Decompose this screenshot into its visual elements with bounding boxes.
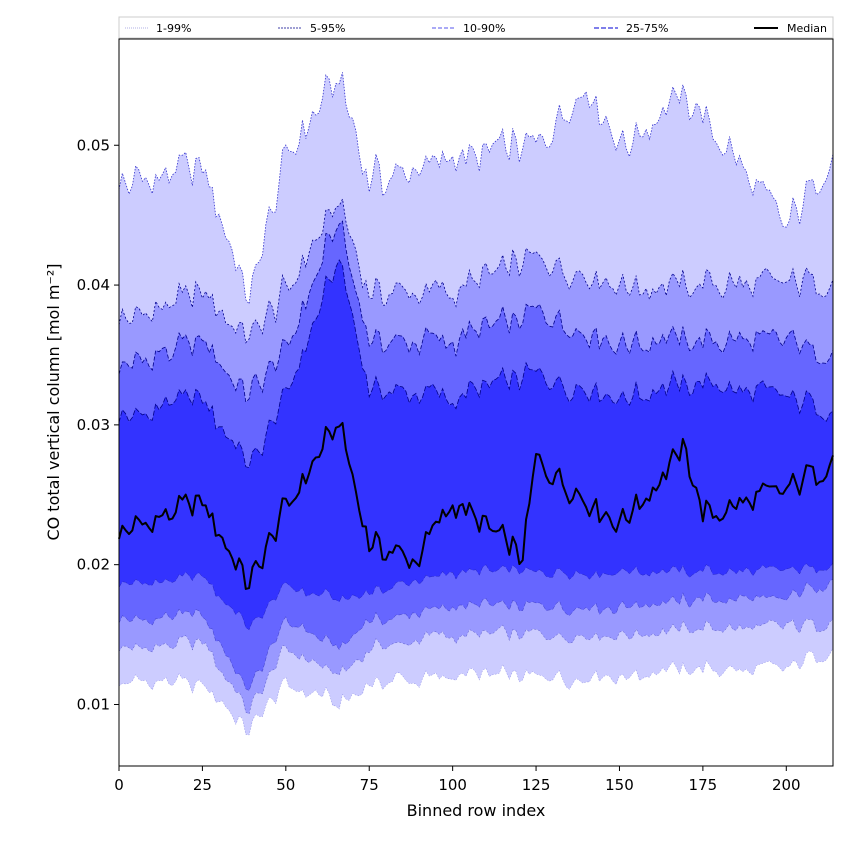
band-lower-edge-1-99 (118, 647, 834, 736)
band-25-75 (119, 260, 833, 630)
x-tick-label: 125 (522, 776, 551, 794)
legend-label: 5-95% (310, 22, 345, 35)
legend-label: 25-75% (626, 22, 668, 35)
legend-label: 1-99% (156, 22, 191, 35)
legend-box (118, 16, 834, 39)
x-tick-label: 0 (114, 776, 124, 794)
y-axis-ticks: 0.01 0.02 0.03 0.04 0.05 (77, 136, 119, 713)
band-lower-edge-10-90 (118, 579, 834, 691)
band-upper-edge-10-90 (118, 220, 834, 403)
x-axis-label: Binned row index (407, 801, 546, 820)
x-tick-label: 200 (772, 776, 801, 794)
legend-label: Median (787, 22, 827, 35)
band-upper-edge-5-95 (118, 197, 834, 344)
median-layer (118, 421, 834, 590)
median-line (118, 421, 834, 590)
y-tick-label: 0.02 (77, 556, 110, 574)
x-tick-label: 75 (360, 776, 379, 794)
legend: 1-99% 5-95% 10-90% 25-75% Median (118, 16, 834, 39)
x-tick-label: 175 (689, 776, 718, 794)
y-tick-label: 0.03 (77, 416, 110, 434)
x-axis-ticks: 0 25 50 75 100 125 150 175 200 (114, 766, 801, 794)
band-upper-edge-25-75 (118, 259, 834, 469)
y-tick-label: 0.04 (77, 276, 110, 294)
y-axis-label: CO total vertical column [mol m⁻²] (44, 263, 63, 540)
plot-frame (118, 38, 834, 767)
band-lower-edge-25-75 (118, 562, 834, 631)
y-tick-label: 0.01 (77, 695, 110, 713)
x-tick-label: 100 (438, 776, 467, 794)
y-tick-label: 0.05 (77, 136, 110, 154)
band-lower-edge-5-95 (118, 618, 834, 715)
x-tick-label: 150 (605, 776, 634, 794)
x-tick-label: 50 (276, 776, 295, 794)
legend-label: 10-90% (463, 22, 505, 35)
x-tick-label: 25 (193, 776, 212, 794)
percentile-bands (118, 72, 834, 736)
